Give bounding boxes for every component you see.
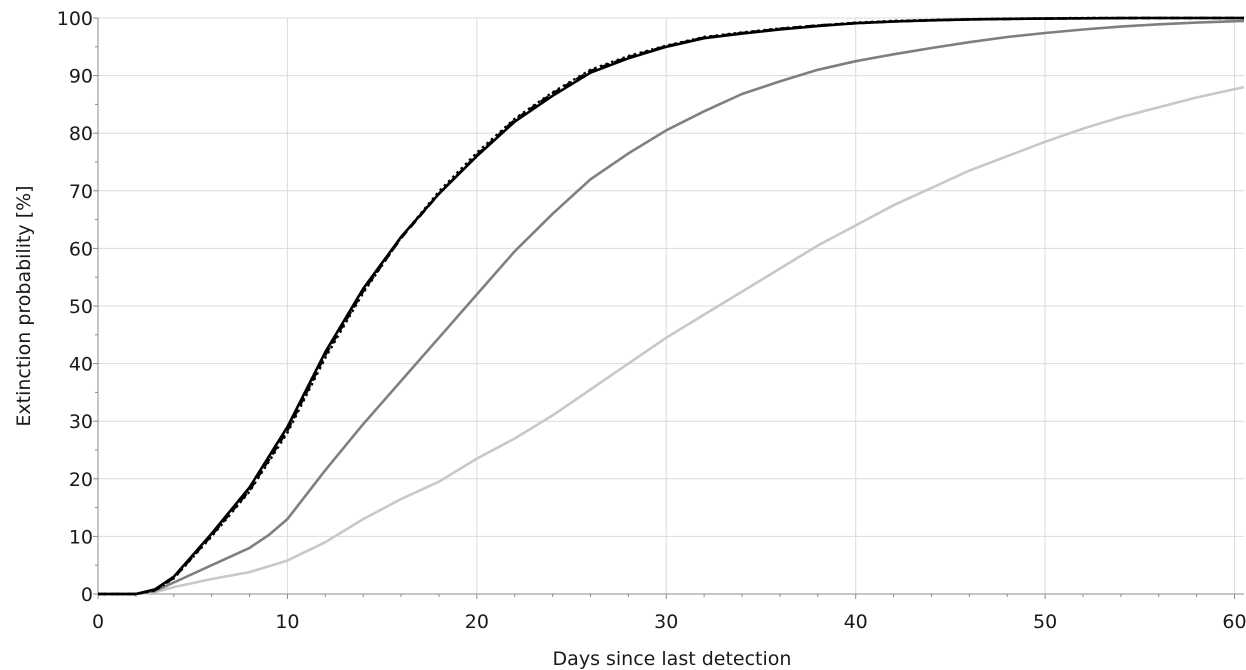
x-tick-label: 40 bbox=[844, 611, 868, 633]
x-tick-label: 30 bbox=[654, 611, 678, 633]
series bbox=[98, 16, 1245, 596]
y-axis-title: Extinction probability [%] bbox=[13, 185, 35, 426]
tick-labels: 0 10 20 30 40 50 60 70 80 90 100 0 10 20 30 40 50 60 bbox=[57, 8, 1246, 633]
y-tick-label: 90 bbox=[69, 66, 93, 88]
y-tick-label: 100 bbox=[57, 8, 93, 30]
x-tick-label: 0 bbox=[92, 611, 104, 633]
y-tick-label: 50 bbox=[69, 296, 93, 318]
series-line-5 bbox=[98, 85, 1245, 596]
y-tick-label: 10 bbox=[69, 526, 93, 548]
series-line-1 bbox=[98, 16, 1244, 596]
y-tick-label: 80 bbox=[69, 123, 93, 145]
x-tick-label: 10 bbox=[275, 611, 299, 633]
y-tick-label: 20 bbox=[69, 469, 93, 491]
series-line-4 bbox=[98, 19, 1245, 596]
y-tick-label: 0 bbox=[81, 584, 93, 606]
x-tick-label: 20 bbox=[465, 611, 489, 633]
x-axis-title: Days since last detection bbox=[553, 648, 792, 670]
y-tick-label: 30 bbox=[69, 411, 93, 433]
axes bbox=[93, 17, 1244, 599]
grid bbox=[98, 17, 1244, 595]
y-tick-label: 40 bbox=[69, 354, 93, 376]
y-tick-label: 70 bbox=[69, 181, 93, 203]
y-tick-label: 60 bbox=[69, 238, 93, 260]
x-tick-label: 60 bbox=[1222, 611, 1246, 633]
x-tick-label: 50 bbox=[1033, 611, 1057, 633]
